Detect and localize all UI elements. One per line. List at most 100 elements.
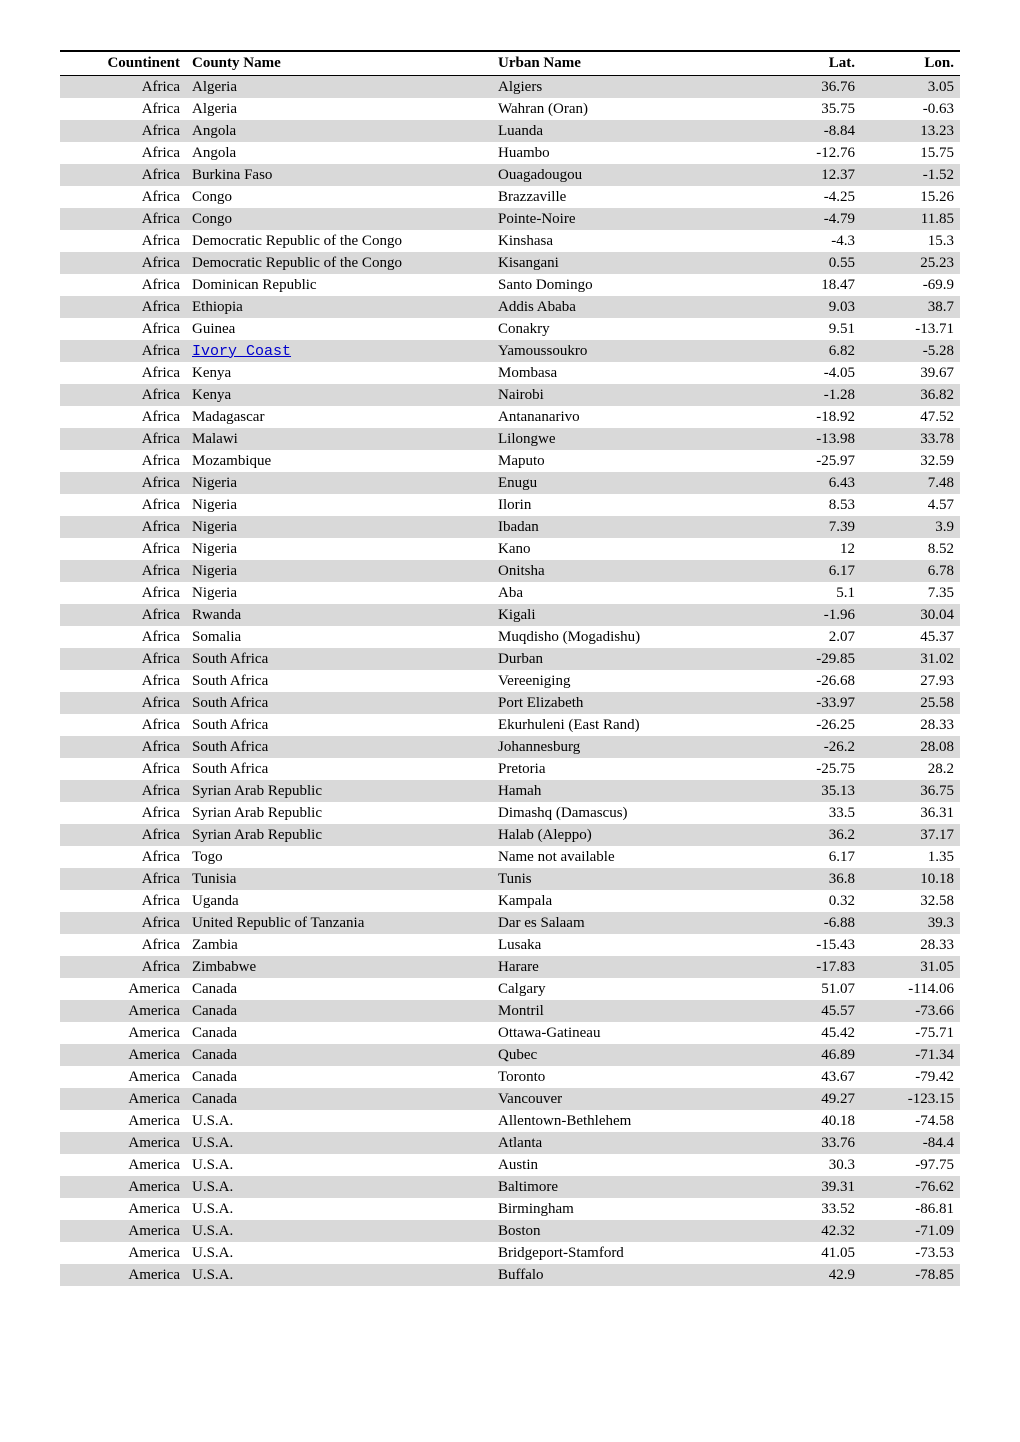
table-cell: U.S.A.	[186, 1110, 492, 1132]
table-cell: Algeria	[186, 76, 492, 99]
col-header-urban: Urban Name	[492, 51, 762, 76]
table-cell: 40.18	[762, 1110, 861, 1132]
table-cell: 1.35	[861, 846, 960, 868]
table-cell: 36.2	[762, 824, 861, 846]
table-cell: Africa	[60, 296, 186, 318]
table-row: AfricaCongoBrazzaville-4.2515.26	[60, 186, 960, 208]
table-cell: Syrian Arab Republic	[186, 824, 492, 846]
table-cell: 36.82	[861, 384, 960, 406]
table-cell: 4.57	[861, 494, 960, 516]
table-cell: Luanda	[492, 120, 762, 142]
table-cell: Burkina Faso	[186, 164, 492, 186]
table-row: AfricaAngolaHuambo-12.7615.75	[60, 142, 960, 164]
cities-table: Countinent County Name Urban Name Lat. L…	[60, 50, 960, 1286]
table-cell: Guinea	[186, 318, 492, 340]
table-cell: Africa	[60, 428, 186, 450]
table-cell: -4.3	[762, 230, 861, 252]
table-cell: Canada	[186, 1022, 492, 1044]
table-row: AmericaCanadaVancouver49.27-123.15	[60, 1088, 960, 1110]
table-cell: Port Elizabeth	[492, 692, 762, 714]
table-cell: Africa	[60, 362, 186, 384]
table-cell: -86.81	[861, 1198, 960, 1220]
table-cell: 28.33	[861, 934, 960, 956]
table-cell: -29.85	[762, 648, 861, 670]
table-cell: 36.76	[762, 76, 861, 99]
table-cell: Ouagadougou	[492, 164, 762, 186]
table-cell: 6.17	[762, 560, 861, 582]
table-cell: 15.75	[861, 142, 960, 164]
table-cell: Africa	[60, 648, 186, 670]
table-cell: Allentown-Bethlehem	[492, 1110, 762, 1132]
table-cell: Somalia	[186, 626, 492, 648]
table-cell: 32.59	[861, 450, 960, 472]
table-cell: Africa	[60, 142, 186, 164]
table-cell: Wahran (Oran)	[492, 98, 762, 120]
col-header-lon: Lon.	[861, 51, 960, 76]
table-cell: America	[60, 1088, 186, 1110]
table-row: AmericaU.S.A.Bridgeport-Stamford41.05-73…	[60, 1242, 960, 1264]
table-header-row: Countinent County Name Urban Name Lat. L…	[60, 51, 960, 76]
table-row: AfricaMalawiLilongwe-13.9833.78	[60, 428, 960, 450]
table-cell: Tunis	[492, 868, 762, 890]
table-cell: -1.52	[861, 164, 960, 186]
table-cell: America	[60, 1176, 186, 1198]
table-cell: South Africa	[186, 714, 492, 736]
table-cell: Africa	[60, 670, 186, 692]
table-cell: -4.05	[762, 362, 861, 384]
table-row: AmericaU.S.A.Boston42.32-71.09	[60, 1220, 960, 1242]
table-cell: 9.51	[762, 318, 861, 340]
table-cell: 42.32	[762, 1220, 861, 1242]
table-cell: 32.58	[861, 890, 960, 912]
table-cell: 28.33	[861, 714, 960, 736]
table-cell: U.S.A.	[186, 1264, 492, 1286]
table-cell: Maputo	[492, 450, 762, 472]
table-cell: Kinshasa	[492, 230, 762, 252]
table-cell: 3.05	[861, 76, 960, 99]
table-cell: 3.9	[861, 516, 960, 538]
ivory-coast-link[interactable]: Ivory Coast	[192, 343, 291, 360]
table-cell: 8.53	[762, 494, 861, 516]
table-cell: Lusaka	[492, 934, 762, 956]
table-cell: Nairobi	[492, 384, 762, 406]
table-cell: Africa	[60, 890, 186, 912]
table-cell: Africa	[60, 560, 186, 582]
table-cell: 49.27	[762, 1088, 861, 1110]
table-cell: -13.71	[861, 318, 960, 340]
table-cell: Addis Ababa	[492, 296, 762, 318]
table-cell: 15.3	[861, 230, 960, 252]
table-row: AfricaSouth AfricaPort Elizabeth-33.9725…	[60, 692, 960, 714]
table-cell: -74.58	[861, 1110, 960, 1132]
table-cell: Yamoussoukro	[492, 340, 762, 362]
table-cell: U.S.A.	[186, 1176, 492, 1198]
table-row: AfricaAlgeriaWahran (Oran)35.75-0.63	[60, 98, 960, 120]
table-cell: America	[60, 1220, 186, 1242]
table-cell: Enugu	[492, 472, 762, 494]
table-cell: Dar es Salaam	[492, 912, 762, 934]
table-cell: Canada	[186, 978, 492, 1000]
table-cell: South Africa	[186, 736, 492, 758]
table-cell: Ibadan	[492, 516, 762, 538]
table-cell: Conakry	[492, 318, 762, 340]
table-cell: 0.55	[762, 252, 861, 274]
table-cell: America	[60, 1154, 186, 1176]
table-cell: Tunisia	[186, 868, 492, 890]
table-cell: U.S.A.	[186, 1154, 492, 1176]
table-cell: 28.2	[861, 758, 960, 780]
table-cell: -114.06	[861, 978, 960, 1000]
table-cell: Africa	[60, 956, 186, 978]
table-cell: Ilorin	[492, 494, 762, 516]
table-cell: Canada	[186, 1088, 492, 1110]
table-cell: Algeria	[186, 98, 492, 120]
table-cell: -33.97	[762, 692, 861, 714]
table-row: AfricaTunisiaTunis36.810.18	[60, 868, 960, 890]
table-cell: Syrian Arab Republic	[186, 802, 492, 824]
table-cell: Africa	[60, 120, 186, 142]
table-cell: 39.67	[861, 362, 960, 384]
table-cell: America	[60, 1066, 186, 1088]
table-cell: America	[60, 1264, 186, 1286]
table-cell: -25.75	[762, 758, 861, 780]
table-row: AmericaU.S.A.Atlanta33.76-84.4	[60, 1132, 960, 1154]
table-cell: Rwanda	[186, 604, 492, 626]
table-cell: Uganda	[186, 890, 492, 912]
table-row: AfricaMadagascarAntananarivo-18.9247.52	[60, 406, 960, 428]
